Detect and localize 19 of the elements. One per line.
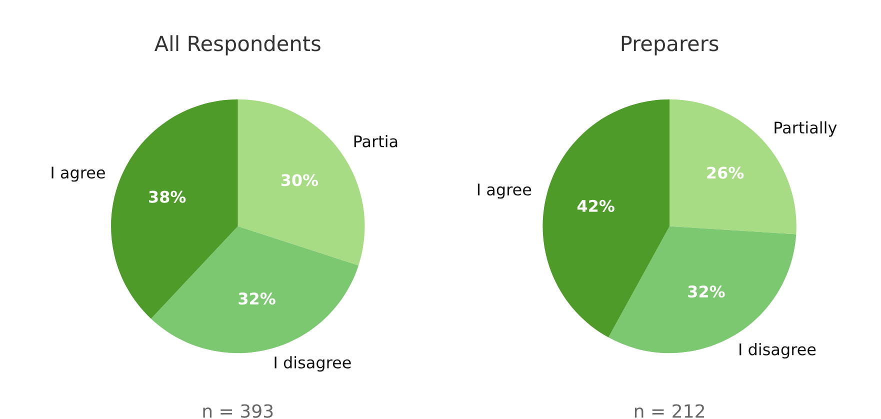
slice-label: I agree [478,184,532,199]
data-label: 32% [688,286,725,298]
data-label: 38% [149,190,186,203]
slice-label: I agree [52,166,105,182]
chart-title: Preparers [622,36,718,56]
data-label: 32% [238,292,276,305]
text: n = 393 [203,404,273,418]
chart-title: All Respondents [154,35,320,56]
data-label: 26% [707,166,744,179]
data-label: 30% [281,174,318,186]
slice-label: Partially [774,121,837,137]
slice-label: Partia [354,135,398,148]
data-label: 42% [577,200,614,212]
slice-label: I disagree [274,356,351,372]
pie-slice [111,99,238,319]
pie-slice [542,99,670,338]
pie-slice [151,226,359,354]
text: n = 212 [634,404,704,418]
slice-label: I disagree [740,343,816,358]
